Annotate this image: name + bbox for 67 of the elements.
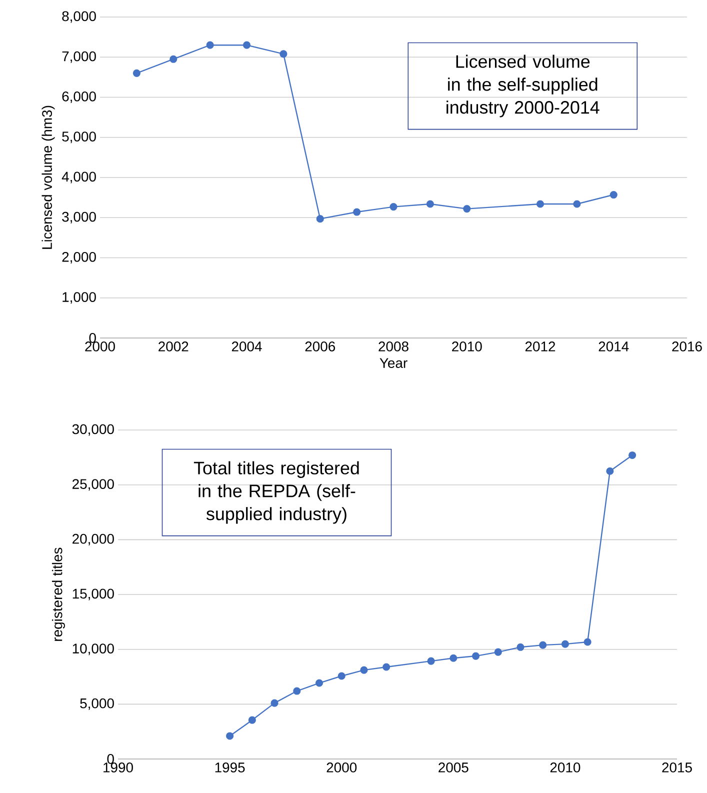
point [170,55,178,63]
point [242,41,251,49]
x-tick-label: 2016 [672,342,702,352]
point [463,205,471,213]
point [450,654,458,662]
point [628,451,636,460]
x-tick-label: 1995 [215,762,245,772]
point [427,657,435,665]
point [472,652,480,660]
x-tick-label: 2010 [550,762,580,772]
y-tick-label: 1,000 [62,292,96,304]
point [536,200,544,208]
y-tick-label: 10,000 [72,644,114,656]
point [561,640,569,648]
point [382,663,390,671]
y-tick-label: 4,000 [62,172,96,184]
y-tick-label: 0 [107,754,114,764]
point [516,643,524,651]
point [293,687,301,695]
y-tick-label: 8,000 [62,11,96,23]
point [248,716,256,724]
x-tick-label: 2000 [85,342,115,352]
x-tick-label: 2000 [326,762,357,772]
point [584,638,592,646]
y-tick-label: 7,000 [62,51,96,63]
point [132,69,140,77]
point [206,41,214,49]
y-tick-label: 25,000 [72,479,114,491]
x-tick-label: 2006 [305,342,336,352]
point [338,672,346,680]
x-tick-label: 2012 [525,342,556,352]
y-tick-label: 5,000 [62,132,96,144]
y-tick-label: 30,000 [72,424,114,436]
point [390,203,398,211]
x-tick-label: 2014 [598,342,629,352]
y-tick-label: 6,000 [62,91,96,104]
point [360,666,368,674]
x-tick-label: 2015 [662,762,692,772]
point [316,215,324,223]
y-tick-label: 3,000 [62,212,96,224]
annotation: Licensed volume in the self-supplied industry 2000-2014 [446,54,600,118]
point [315,679,324,687]
y-tick-label: 2,000 [62,252,96,264]
x-tick-label: 2005 [438,762,468,772]
y-tick-label: 20,000 [72,534,114,546]
y-tick-label: 15,000 [72,588,114,600]
y-axis-title: Licensed volume (hm3) [42,106,55,249]
point [226,732,234,740]
point [539,641,547,649]
x-axis-title: Year [380,358,408,368]
point [280,50,288,58]
x-tick-label: 2008 [378,342,408,352]
point [610,190,618,199]
point [353,208,361,216]
point [494,648,502,656]
point [573,200,581,208]
x-tick-label: 2004 [232,342,262,352]
point [426,200,434,208]
y-tick-label: 5,000 [80,698,114,710]
x-tick-label: 2002 [158,342,188,352]
x-tick-label: 1990 [104,762,133,772]
point [606,467,614,475]
y-axis-title: registered titles [52,548,65,641]
point [270,699,278,707]
x-tick-label: 2010 [452,342,482,352]
y-tick-label: 0 [89,333,96,343]
annotation: Total titles registered in the REPDA (self-supplied industry) [194,461,359,524]
